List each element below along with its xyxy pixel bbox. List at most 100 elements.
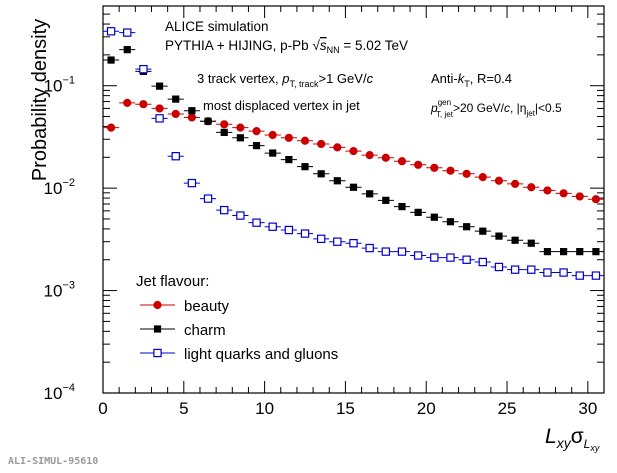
legend-marker <box>153 325 162 333</box>
data-point <box>316 234 326 244</box>
data-point <box>187 178 197 188</box>
data-point <box>284 225 294 235</box>
data-point <box>591 271 601 280</box>
data-point <box>527 239 535 247</box>
data-point <box>414 160 423 169</box>
data-point <box>365 243 374 253</box>
data-point <box>543 186 552 195</box>
data-point <box>430 163 439 172</box>
annotation-generator: PYTHIA + HIJING, p-Pb √sNN = 5.02 TeV <box>165 38 408 55</box>
data-point <box>478 173 487 182</box>
data-point <box>269 149 277 157</box>
data-point <box>333 143 342 152</box>
data-point <box>494 262 504 272</box>
data-point <box>268 130 277 140</box>
data-point <box>365 151 374 160</box>
x-tick-label: 30 <box>578 399 597 418</box>
y-tick-labels: 10−1 10−2 10−3 10−4 <box>44 75 75 403</box>
legend-label: light quarks and gluons <box>184 346 338 363</box>
data-point <box>462 255 471 264</box>
data-point <box>123 28 132 37</box>
data-point <box>204 117 212 125</box>
data-point <box>349 183 358 191</box>
legend-label: beauty <box>184 298 230 315</box>
data-point <box>381 247 391 256</box>
x-tick-labels: 0 5 10 15 20 25 30 <box>98 399 597 418</box>
data-point <box>592 248 600 256</box>
data-point <box>494 176 504 185</box>
data-point <box>511 179 520 188</box>
data-point <box>220 120 229 129</box>
figure-id-tag: ALI-SIMUL-95610 <box>8 456 99 467</box>
y-axis-title: Probability density <box>29 19 51 181</box>
legend-label: charm <box>184 322 226 339</box>
data-point <box>106 27 116 36</box>
x-tick-label: 5 <box>179 399 188 418</box>
legend: Jet flavour: beauty charm light quarks and… <box>136 273 338 363</box>
y-tick-label: 10−4 <box>44 382 75 403</box>
data-point <box>123 98 132 107</box>
sqrt-symbol: √ <box>312 38 320 53</box>
annotation-displaced: most displaced vertex in jet <box>203 98 360 113</box>
data-point <box>575 271 584 280</box>
data-point <box>107 56 115 64</box>
data-point <box>591 195 601 204</box>
plot-border <box>102 5 605 394</box>
data-point <box>155 104 164 113</box>
annotation-vertex: 3 track vertex, pT, track>1 GeV/c <box>197 71 374 89</box>
data-point <box>349 146 358 156</box>
data-point <box>252 218 261 227</box>
legend-marker <box>153 348 162 358</box>
data-point <box>106 123 116 132</box>
x-tick-label: 0 <box>98 399 107 418</box>
data-point <box>252 142 261 150</box>
data-point <box>300 136 310 145</box>
data-point <box>139 100 148 109</box>
data-point <box>300 229 310 238</box>
data-point <box>220 205 229 215</box>
data-point <box>446 218 455 226</box>
data-point <box>317 139 326 149</box>
data-point <box>301 163 309 171</box>
data-point <box>527 265 536 274</box>
series-layer <box>103 27 604 280</box>
y-tick-label: 10−2 <box>44 177 75 198</box>
data-point <box>285 155 293 164</box>
data-point <box>172 95 180 103</box>
data-point <box>430 213 438 221</box>
annotation-jet-cut: pgen T, jet>20 GeV/c, |ηjet|<0.5 <box>430 98 562 119</box>
data-point <box>317 170 325 178</box>
legend-marker <box>153 300 162 310</box>
data-point <box>366 190 374 198</box>
data-point <box>510 265 520 274</box>
data-point <box>268 222 277 231</box>
legend-title: Jet flavour: <box>136 273 209 290</box>
data-point <box>430 253 439 262</box>
y-tick-label: 10−3 <box>44 280 75 301</box>
data-point <box>463 223 471 231</box>
data-point <box>236 123 245 132</box>
data-point <box>478 257 487 267</box>
data-point <box>236 134 244 142</box>
data-point <box>543 248 552 256</box>
data-point <box>382 196 390 204</box>
data-point <box>543 268 552 277</box>
data-point <box>397 157 407 166</box>
x-tick-label: 25 <box>498 399 517 418</box>
data-point <box>155 82 164 90</box>
data-point <box>203 194 213 203</box>
data-point <box>446 166 455 175</box>
data-point <box>495 232 503 240</box>
data-point <box>187 113 196 122</box>
axis-ticks <box>102 6 605 394</box>
data-point <box>559 248 568 256</box>
series-beauty <box>103 98 604 204</box>
x-tick-label: 10 <box>255 399 274 418</box>
data-point <box>381 153 390 162</box>
data-point <box>479 227 487 235</box>
data-point <box>576 248 584 256</box>
data-point <box>349 239 358 248</box>
y-tick-label: 10−1 <box>44 75 75 96</box>
data-point <box>511 236 519 244</box>
